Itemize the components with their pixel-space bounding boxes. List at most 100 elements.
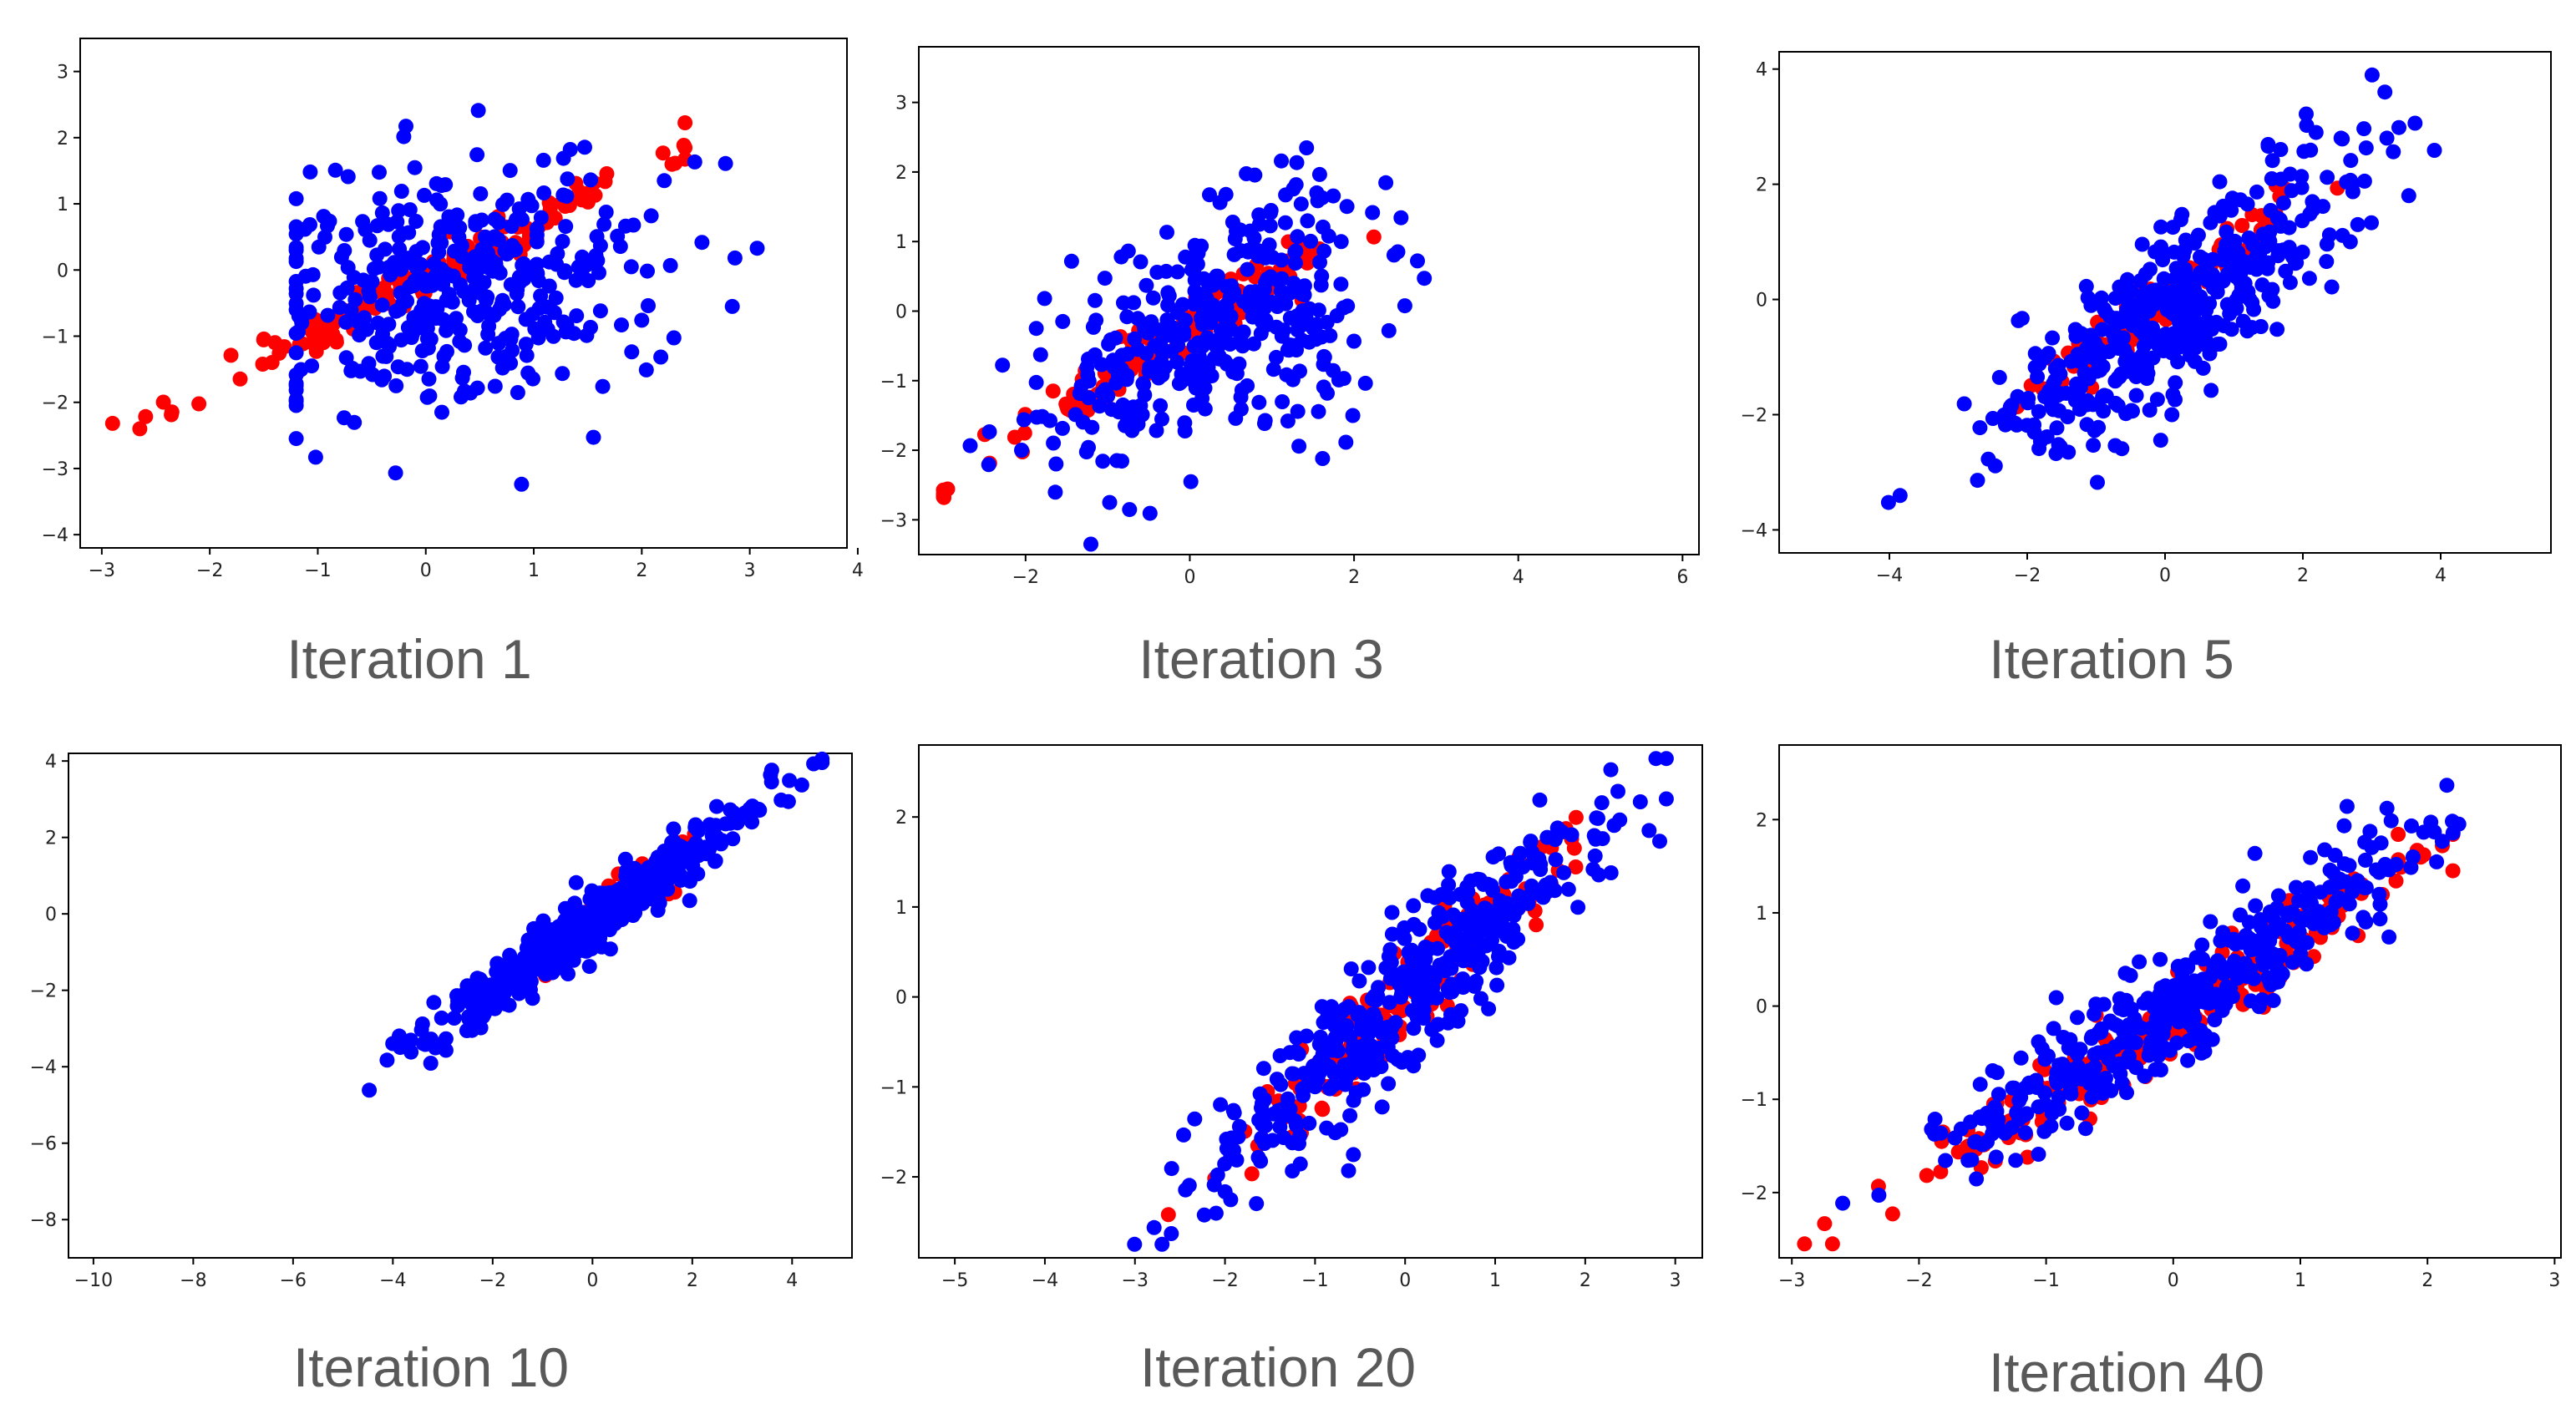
real-point [690,866,706,882]
x-tick-label: 6 [1676,567,1688,588]
real-point [1311,302,1326,318]
x-tick-label: −10 [74,1270,113,1291]
real-point [1990,1118,2006,1133]
real-point [1314,999,1330,1015]
real-point [1277,215,1293,231]
x-tick-label: −1 [304,560,331,581]
y-tick-label: 0 [895,988,907,1009]
real-point [1316,243,1332,259]
real-point [1331,372,1346,388]
real-point [2282,275,2298,291]
real-point [374,297,390,313]
real-point [1296,278,1312,294]
real-point [2117,966,2133,981]
real-point [379,1052,395,1068]
real-point [374,205,390,220]
generated-point [2445,863,2461,879]
real-point [666,821,682,837]
real-point [288,190,304,206]
real-point [1290,403,1306,419]
real-point [467,249,483,265]
real-point [1835,1195,1851,1211]
real-point [1534,887,1549,903]
y-tick-label: 2 [57,129,68,150]
real-point [2148,1062,2163,1077]
real-point [1081,439,1096,455]
real-point [535,152,551,168]
real-point [413,358,428,374]
subplot-iteration-40: −3 −2 −1 0 1 2 3 −2 −1 0 1 2 Iteration 40 [1741,744,2562,1403]
generated-point [304,324,320,340]
real-point [2153,951,2168,967]
real-point [2151,1048,2167,1063]
real-point [510,385,525,400]
real-point [599,886,615,902]
real-point [417,187,432,203]
real-point [1357,375,1373,391]
real-point [2358,914,2374,930]
real-point [494,297,510,313]
real-point [2188,1031,2203,1047]
real-point [302,304,317,320]
real-point [1520,895,1536,911]
real-point [1991,369,2007,385]
real-point [2265,946,2281,962]
real-point [1292,1128,1308,1143]
real-point [2037,389,2053,405]
real-point [1381,1076,1397,1092]
real-point [1632,794,1648,809]
generated-point [138,408,154,424]
real-point [1417,979,1433,995]
real-point [2248,898,2264,914]
real-point [1385,966,1401,981]
real-point [2259,261,2275,276]
real-point [2401,188,2416,204]
real-point [2273,965,2289,981]
x-tick-label: 2 [1348,567,1360,588]
y-axis-ticks: −4 −3 −2 −1 0 1 2 3 [42,63,80,546]
real-point [1972,420,1988,436]
real-point [995,357,1011,373]
real-point [2445,825,2461,841]
data-points [1127,751,1674,1252]
real-point [1336,300,1351,316]
real-point [2048,1071,2064,1087]
real-point [1287,256,1303,271]
real-point [2241,231,2257,246]
real-point [320,307,336,323]
real-point [2153,219,2169,235]
real-point [1295,1081,1311,1097]
real-point [340,169,356,185]
real-point [2357,852,2373,868]
real-point [317,229,332,245]
real-point [402,202,418,218]
real-point [1315,451,1331,466]
real-point [445,316,461,332]
real-point [1159,312,1175,327]
real-point [2386,144,2401,160]
real-point [1380,1039,1396,1055]
real-point [569,308,585,324]
real-point [1249,293,1265,309]
real-point [585,887,601,903]
generated-point [676,138,692,153]
x-tick-label: 2 [2421,1270,2433,1291]
real-point [1219,300,1235,316]
real-point [1293,196,1309,212]
real-point [650,873,666,889]
real-point [2325,864,2341,880]
real-point [2006,1080,2022,1096]
real-point [1275,394,1291,409]
real-point [2114,441,2130,457]
real-point [2020,395,2036,411]
plot-frame [918,46,1700,555]
y-tick-label: 1 [57,195,68,215]
real-point [1046,435,1062,451]
real-point [545,328,561,344]
real-point [476,275,492,291]
real-point [2093,1021,2109,1036]
real-point [1524,878,1539,894]
real-point [1175,296,1190,312]
real-point [1105,352,1121,368]
real-point [2264,171,2279,186]
